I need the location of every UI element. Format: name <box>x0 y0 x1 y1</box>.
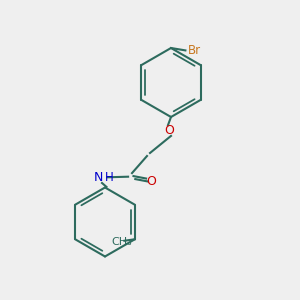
Text: H: H <box>105 171 114 184</box>
Text: N: N <box>94 171 104 184</box>
Text: CH₃: CH₃ <box>111 237 132 247</box>
Text: O: O <box>147 175 156 188</box>
Text: Br: Br <box>188 44 201 58</box>
Text: O: O <box>165 124 174 137</box>
